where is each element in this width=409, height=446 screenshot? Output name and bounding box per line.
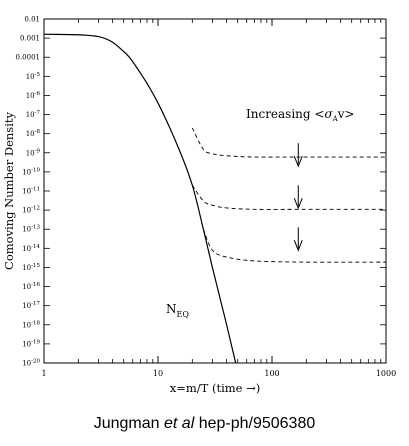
y-tick-label: 10-5 bbox=[26, 72, 41, 81]
y-axis-title: Comoving Number Density bbox=[2, 112, 16, 270]
y-tick-label: 10-11 bbox=[22, 187, 40, 196]
y-tick-label: 10-18 bbox=[22, 320, 40, 329]
plot-frame bbox=[43, 18, 387, 364]
axis-ticks bbox=[43, 18, 387, 364]
equilibrium-curve bbox=[43, 33, 237, 364]
y-tick-label: 10-7 bbox=[26, 110, 41, 119]
y-tick-label: 0.001 bbox=[20, 35, 40, 43]
chart: 0.01 0.001 0.0001 10-5 10-6 10-7 10-8 10-9 10-10… bbox=[2, 16, 396, 396]
y-tick-label: 0.0001 bbox=[16, 54, 41, 62]
y-tick-label: 10-20 bbox=[22, 359, 40, 368]
y-tick-label: 10-9 bbox=[26, 148, 41, 157]
annotation-layer: Increasing <σAv> bbox=[246, 107, 355, 252]
x-tick-label: 1 bbox=[41, 369, 46, 378]
series-layer: NEQ bbox=[43, 33, 387, 364]
y-tick-label: 10-6 bbox=[26, 91, 41, 100]
x-tick-labels: 1 10 100 1000 bbox=[41, 369, 396, 378]
caption-etal: et al bbox=[164, 415, 195, 432]
down-arrow-icon bbox=[293, 240, 303, 252]
y-tick-label: 10-13 bbox=[22, 225, 40, 234]
y-tick-label: 0.01 bbox=[24, 16, 40, 24]
y-tick-label: 10-15 bbox=[22, 263, 40, 272]
caption-ref: hep-ph/9506380 bbox=[194, 415, 316, 432]
y-tick-label: 10-14 bbox=[22, 244, 40, 253]
freezeout-curve-1 bbox=[191, 127, 386, 158]
increasing-cross-section-label: Increasing <σAv> bbox=[246, 107, 355, 123]
neq-label: NEQ bbox=[166, 302, 189, 319]
down-arrow-icon bbox=[293, 155, 303, 168]
y-tick-labels: 0.01 0.001 0.0001 10-5 10-6 10-7 10-8 10-9 10-10… bbox=[16, 16, 41, 368]
y-tick-label: 10-10 bbox=[22, 167, 40, 176]
x-axis-title: x=m/T (time →) bbox=[170, 381, 261, 395]
x-tick-label: 1000 bbox=[376, 369, 396, 378]
y-tick-label: 10-17 bbox=[22, 301, 40, 310]
y-tick-label: 10-19 bbox=[22, 339, 40, 348]
y-tick-label: 10-12 bbox=[22, 206, 40, 215]
citation-caption: Jungman et al hep-ph/9506380 bbox=[0, 415, 409, 433]
x-tick-label: 10 bbox=[153, 369, 163, 378]
down-arrow-icon bbox=[293, 198, 303, 210]
freezeout-curve-3 bbox=[202, 229, 387, 263]
y-tick-label: 10-8 bbox=[26, 129, 41, 138]
x-tick-label: 100 bbox=[264, 369, 279, 378]
caption-author: Jungman bbox=[93, 415, 164, 432]
freezeout-curve-2 bbox=[191, 184, 386, 210]
y-tick-label: 10-16 bbox=[22, 282, 40, 291]
